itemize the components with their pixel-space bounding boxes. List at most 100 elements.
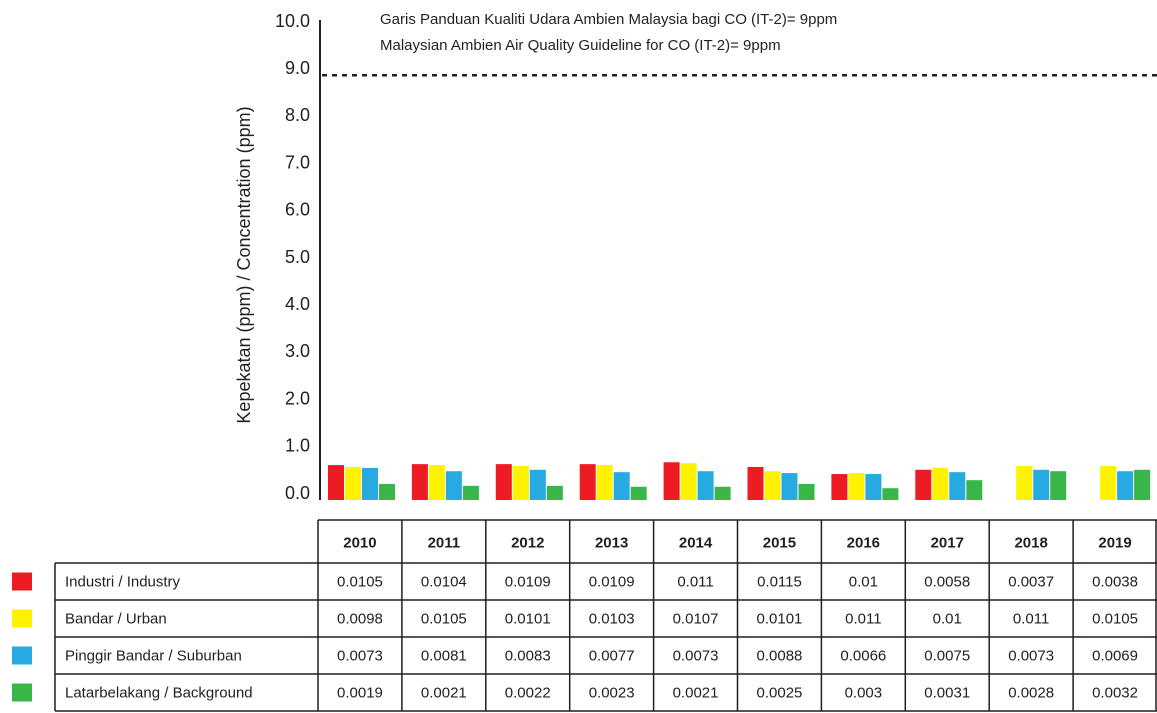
y-tick-label: 4.0: [285, 294, 310, 314]
table-header: 2015: [763, 534, 796, 551]
table-cell: 0.0019: [337, 684, 383, 701]
bar: [781, 473, 798, 500]
table-cell: 0.0066: [840, 647, 886, 664]
bar: [362, 467, 378, 500]
bar: [546, 485, 563, 500]
table-cell: 0.003: [845, 684, 883, 701]
legend-label: Latarbelakang / Background: [65, 684, 253, 701]
legend-swatch: [12, 609, 32, 628]
table-cell: 0.0073: [673, 647, 719, 664]
bar: [462, 485, 479, 500]
table-cell: 0.0073: [1008, 647, 1054, 664]
table-header: 2010: [343, 534, 376, 551]
bar: [579, 464, 596, 500]
bar: [949, 472, 966, 500]
table-cell: 0.0103: [589, 610, 635, 627]
table-cell: 0.0098: [337, 610, 383, 627]
y-tick-label: 10.0: [275, 11, 310, 31]
table-cell: 0.0104: [421, 573, 467, 590]
y-axis-label: Kepekatan (ppm) / Concentration (ppm): [234, 106, 254, 423]
y-tick-label: 3.0: [285, 341, 310, 361]
bar: [966, 480, 983, 500]
table-cell: 0.0021: [673, 684, 719, 701]
table-cell: 0.0109: [505, 573, 551, 590]
table-header: 2014: [679, 534, 713, 551]
table-cell: 0.011: [1013, 610, 1049, 627]
bar: [1100, 466, 1117, 500]
y-tick-label: 2.0: [285, 388, 310, 408]
table-cell: 0.0022: [505, 684, 551, 701]
bar: [1117, 471, 1134, 500]
table-cell: 0.0058: [924, 573, 970, 590]
bar: [882, 488, 899, 500]
legend-swatch: [12, 572, 32, 591]
bar: [445, 471, 462, 500]
table-header: 2017: [931, 534, 964, 551]
bar: [848, 473, 865, 500]
table-cell: 0.0101: [505, 610, 551, 627]
table-cell: 0.0073: [337, 647, 383, 664]
y-tick-label: 7.0: [285, 152, 310, 172]
legend-label: Bandar / Urban: [65, 610, 167, 627]
table-cell: 0.0115: [757, 573, 802, 590]
y-tick-label: 6.0: [285, 200, 310, 220]
legend-swatch: [12, 683, 32, 702]
bar: [512, 466, 529, 500]
table-cell: 0.0032: [1092, 684, 1138, 701]
bar: [613, 472, 630, 500]
table-cell: 0.0109: [589, 573, 635, 590]
bar: [798, 483, 815, 500]
table-cell: 0.0028: [1008, 684, 1054, 701]
bar: [1134, 469, 1151, 500]
table-cell: 0.011: [677, 573, 713, 590]
y-tick-label: 8.0: [285, 105, 310, 125]
table-cell: 0.0021: [421, 684, 467, 701]
bar: [411, 464, 428, 500]
bar: [379, 483, 395, 500]
table-header: 2018: [1014, 534, 1047, 551]
bar: [529, 469, 546, 500]
table-cell: 0.0069: [1092, 647, 1138, 664]
table-cell: 0.011: [845, 610, 881, 627]
bar: [596, 465, 613, 500]
bar: [345, 466, 361, 500]
bar: [630, 486, 647, 500]
table-cell: 0.0038: [1092, 573, 1138, 590]
table-cell: 0.0105: [421, 610, 467, 627]
table-header: 2019: [1098, 534, 1131, 551]
bar: [865, 474, 882, 500]
bar: [428, 465, 445, 500]
y-tick-label: 1.0: [285, 436, 310, 456]
bar: [764, 471, 781, 500]
y-tick-label: 5.0: [285, 247, 310, 267]
bar: [1050, 471, 1067, 500]
table-header: 2016: [847, 534, 880, 551]
bar: [915, 469, 932, 500]
bar: [663, 462, 680, 500]
table-cell: 0.0037: [1008, 573, 1054, 590]
table-cell: 0.0077: [589, 647, 635, 664]
bar: [697, 471, 714, 500]
table-header: 2013: [595, 534, 628, 551]
table-cell: 0.0105: [337, 573, 383, 590]
table-cell: 0.0105: [1092, 610, 1138, 627]
table-header: 2012: [511, 534, 544, 551]
table-cell: 0.0101: [757, 610, 803, 627]
bar: [328, 465, 344, 500]
table-cell: 0.0023: [589, 684, 635, 701]
y-tick-label: 0.0: [285, 483, 310, 503]
table-cell: 0.0031: [924, 684, 970, 701]
table-cell: 0.0075: [924, 647, 970, 664]
y-tick-label: 9.0: [285, 58, 310, 78]
bar: [714, 486, 731, 500]
bar: [495, 464, 512, 500]
table-cell: 0.01: [849, 573, 878, 590]
bar: [1033, 469, 1050, 500]
legend-swatch: [12, 646, 32, 665]
bar: [747, 466, 764, 500]
table-header: 2011: [428, 534, 461, 551]
bar: [831, 474, 848, 500]
annotation: Garis Panduan Kualiti Udara Ambien Malay…: [380, 11, 837, 28]
table-cell: 0.0088: [757, 647, 803, 664]
